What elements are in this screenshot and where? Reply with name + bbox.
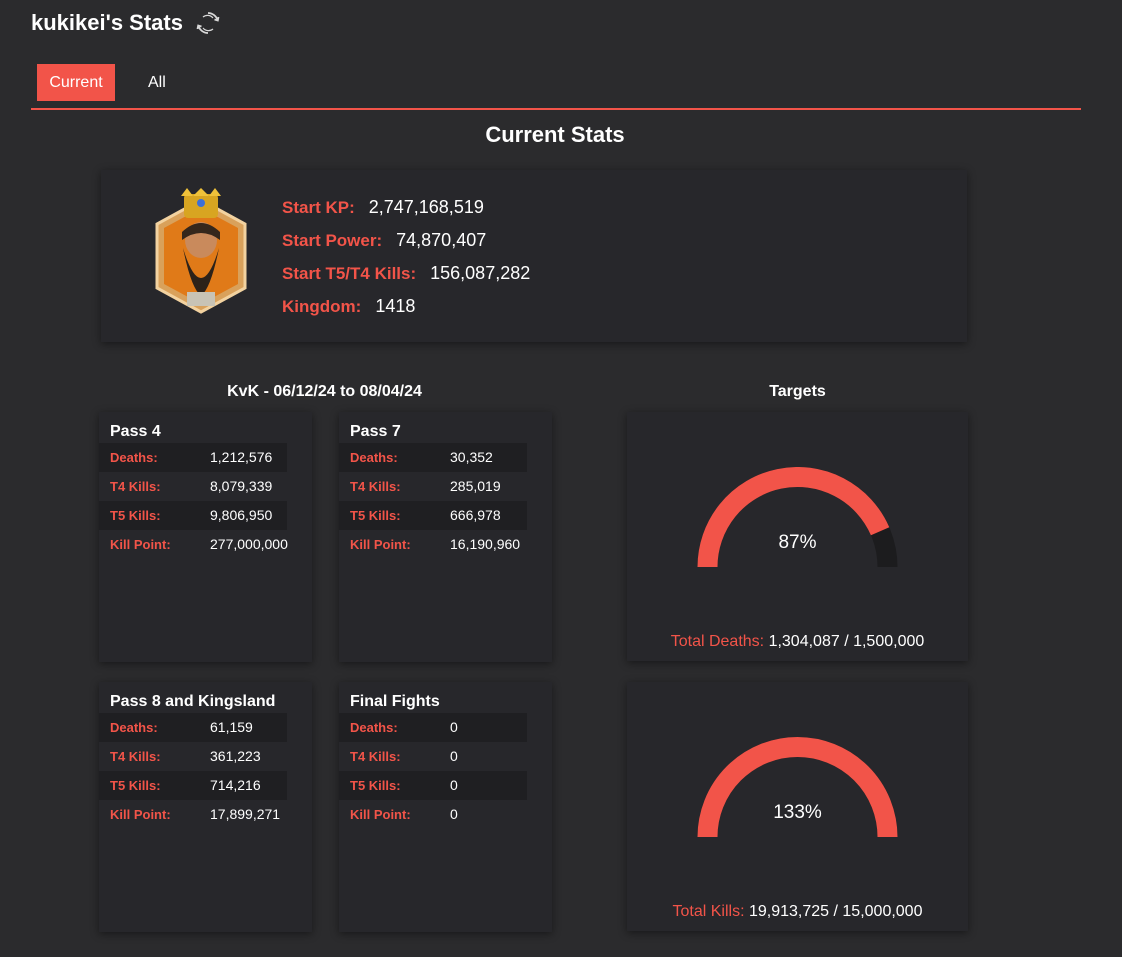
row-value: 277,000,000: [210, 536, 288, 552]
row-label: Deaths:: [350, 450, 398, 465]
row-value: 666,978: [450, 507, 501, 523]
row-label: Kill Point:: [110, 807, 171, 822]
pass-name: Pass 7: [350, 423, 401, 440]
pass-row-t5-kills: T5 Kills: 714,216: [99, 771, 287, 800]
row-label: Kill Point:: [350, 537, 411, 552]
target-card-deaths: 87% Total Deaths: 1,304,087 / 1,500,000: [627, 412, 968, 661]
kills-gauge: [697, 737, 898, 838]
total-value: 1,304,087 / 1,500,000: [768, 633, 925, 650]
total-value: 19,913,725 / 15,000,000: [748, 903, 923, 920]
row-value: 714,216: [210, 777, 261, 793]
page-header: kukikei's Stats: [31, 10, 221, 36]
pass-card-final-fights: Final Fights Deaths: 0 T4 Kills: 0 T5 Kill…: [339, 682, 552, 932]
pass-card-pass-7: Pass 7 Deaths: 30,352 T4 Kills: 285,019 T5…: [339, 412, 552, 662]
governor-avatar-icon: [155, 188, 247, 314]
row-label: Deaths:: [350, 720, 398, 735]
pass-row-t5-kills: T5 Kills: 9,806,950: [99, 501, 287, 530]
pass-row-t4-kills: T4 Kills: 361,223: [99, 742, 287, 771]
pass-row-kill-point: Kill Point: 16,190,960: [339, 530, 527, 559]
pass-row-t4-kills: T4 Kills: 285,019: [339, 472, 527, 501]
target-card-kills: 133% Total Kills: 19,913,725 / 15,000,00…: [627, 682, 968, 931]
pass-name: Final Fights: [350, 693, 440, 710]
row-label: T5 Kills:: [110, 508, 161, 523]
pass-row-kill-point: Kill Point: 17,899,271: [99, 800, 287, 829]
page-title: kukikei's Stats: [31, 10, 183, 35]
pass-row-t5-kills: T5 Kills: 0: [339, 771, 527, 800]
section-title: Current Stats: [485, 122, 625, 147]
row-label: T4 Kills:: [110, 749, 161, 764]
total-label: Total Kills:: [672, 903, 745, 920]
row-value: 0: [450, 777, 458, 793]
tab-bar: Current All: [31, 64, 1081, 110]
profile-card: Start KP: 2,747,168,519 Start Power: 74,87…: [101, 170, 967, 342]
tab-all[interactable]: All: [148, 74, 166, 91]
refresh-icon[interactable]: [195, 10, 221, 36]
gauge-percent: 133%: [773, 802, 822, 823]
row-label: T5 Kills:: [350, 778, 401, 793]
tab-current[interactable]: Current: [37, 64, 115, 101]
row-value: 0: [450, 719, 458, 735]
stat-kingdom: Kingdom: 1418: [282, 296, 415, 317]
pass-row-deaths: Deaths: 0: [339, 713, 527, 742]
row-label: Deaths:: [110, 450, 158, 465]
row-value: 9,806,950: [210, 507, 273, 523]
row-label: T4 Kills:: [110, 479, 161, 494]
row-value: 0: [450, 748, 458, 764]
row-value: 30,352: [450, 449, 493, 465]
row-value: 8,079,339: [210, 478, 273, 494]
row-value: 361,223: [210, 748, 261, 764]
row-value: 285,019: [450, 478, 501, 494]
pass-row-deaths: Deaths: 61,159: [99, 713, 287, 742]
stat-start-power: Start Power: 74,870,407: [282, 230, 486, 251]
row-value: 61,159: [210, 719, 253, 735]
stat-label: Start T5/T4 Kills:: [282, 264, 417, 283]
row-label: T4 Kills:: [350, 749, 401, 764]
row-label: Kill Point:: [350, 807, 411, 822]
row-value: 17,899,271: [210, 806, 281, 822]
row-label: T4 Kills:: [350, 479, 401, 494]
stat-value: 156,087,282: [430, 263, 531, 283]
gauge-percent: 87%: [778, 532, 817, 553]
stat-start-kp: Start KP: 2,747,168,519: [282, 197, 484, 218]
deaths-gauge: [697, 467, 898, 568]
stat-label: Start KP:: [282, 198, 355, 217]
pass-row-deaths: Deaths: 1,212,576: [99, 443, 287, 472]
stat-label: Start Power:: [282, 231, 383, 250]
row-label: Deaths:: [110, 720, 158, 735]
pass-row-kill-point: Kill Point: 0: [339, 800, 527, 829]
targets-header: Targets: [769, 383, 826, 400]
stat-value: 1418: [375, 296, 416, 316]
kvk-header: KvK - 06/12/24 to 08/04/24: [227, 383, 422, 400]
row-label: T5 Kills:: [350, 508, 401, 523]
stat-label: Kingdom:: [282, 297, 362, 316]
pass-row-t5-kills: T5 Kills: 666,978: [339, 501, 527, 530]
stat-value: 74,870,407: [396, 230, 487, 250]
row-value: 0: [450, 806, 458, 822]
pass-name: Pass 4: [110, 423, 161, 440]
pass-card-pass-8-kingsland: Pass 8 and Kingsland Deaths: 61,159 T4 Ki…: [99, 682, 312, 932]
pass-row-kill-point: Kill Point: 277,000,000: [99, 530, 288, 559]
stat-start-kills: Start T5/T4 Kills: 156,087,282: [282, 263, 530, 284]
total-label: Total Deaths:: [670, 633, 765, 650]
target-total-deaths: Total Deaths: 1,304,087 / 1,500,000: [627, 633, 968, 651]
row-label: Kill Point:: [110, 537, 171, 552]
target-total-kills: Total Kills: 19,913,725 / 15,000,000: [627, 903, 968, 921]
row-label: T5 Kills:: [110, 778, 161, 793]
stat-value: 2,747,168,519: [368, 197, 484, 217]
gauge-fill: [697, 737, 898, 838]
pass-name: Pass 8 and Kingsland: [110, 693, 276, 710]
gauge-fill: [697, 467, 890, 568]
row-value: 16,190,960: [450, 536, 521, 552]
pass-row-t4-kills: T4 Kills: 8,079,339: [99, 472, 287, 501]
pass-row-t4-kills: T4 Kills: 0: [339, 742, 527, 771]
row-value: 1,212,576: [210, 449, 273, 465]
pass-card-pass-4: Pass 4 Deaths: 1,212,576 T4 Kills: 8,079,3…: [99, 412, 312, 662]
pass-row-deaths: Deaths: 30,352: [339, 443, 527, 472]
